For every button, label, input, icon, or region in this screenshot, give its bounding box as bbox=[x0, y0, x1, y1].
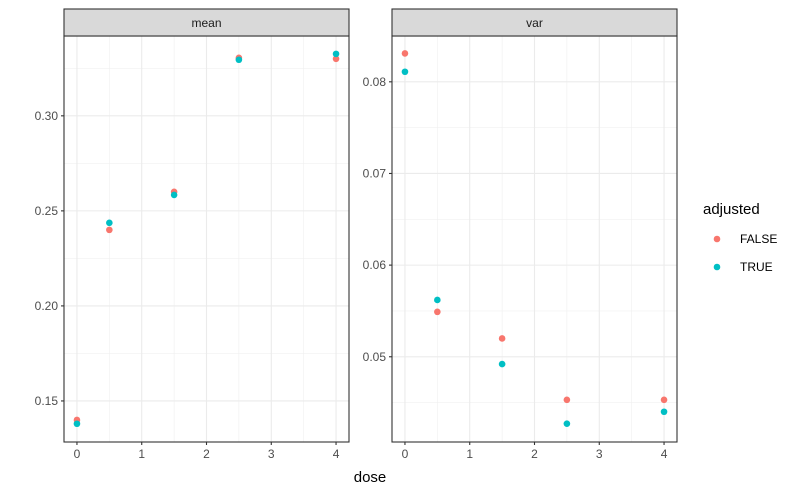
x-tick-label: 3 bbox=[268, 447, 275, 461]
data-point-true bbox=[106, 219, 113, 227]
x-tick-label: 4 bbox=[333, 447, 340, 461]
data-point-true bbox=[563, 420, 571, 427]
y-tick-label: 0.15 bbox=[35, 394, 59, 408]
data-point-true bbox=[660, 408, 668, 416]
x-tick-label: 0 bbox=[74, 447, 81, 461]
y-tick-label: 0.20 bbox=[35, 299, 59, 313]
legend-label-true: TRUE bbox=[740, 260, 773, 274]
data-point-false bbox=[434, 308, 441, 316]
x-tick-label: 2 bbox=[203, 447, 210, 461]
legend: adjusted FALSE TRUE bbox=[703, 201, 777, 274]
y-tick-label: 0.05 bbox=[363, 350, 387, 364]
legend-key-true bbox=[713, 263, 721, 271]
data-point-false bbox=[401, 50, 409, 57]
data-point-true bbox=[498, 360, 506, 368]
data-point-true bbox=[235, 56, 243, 64]
facet-strip-label: var bbox=[526, 16, 543, 30]
data-point-false bbox=[563, 396, 571, 404]
facet-panel-var: var 0.05 0.06 0.07 0.08 0 1 2 3 4 bbox=[363, 8, 678, 461]
facet-panel-mean: mean 0.15 0.20 0.25 0.30 0 1 2 3 4 bbox=[35, 8, 350, 461]
data-point-true bbox=[401, 68, 409, 76]
x-tick-label: 2 bbox=[531, 447, 538, 461]
data-point-true bbox=[170, 191, 178, 199]
data-point-true bbox=[434, 296, 441, 304]
legend-label-false: FALSE bbox=[740, 232, 777, 246]
x-tick-label: 4 bbox=[661, 447, 668, 461]
y-tick-label: 0.25 bbox=[35, 204, 59, 218]
data-point-true bbox=[73, 420, 81, 428]
facet-strip-label: mean bbox=[191, 16, 221, 30]
facet-strip bbox=[63, 8, 350, 37]
y-tick-label: 0.08 bbox=[363, 75, 387, 89]
data-point-true bbox=[332, 50, 340, 58]
x-axis-title: dose bbox=[354, 469, 387, 486]
data-point-false bbox=[498, 335, 506, 342]
data-point-false bbox=[332, 55, 340, 63]
data-point-false bbox=[660, 396, 668, 404]
facet-strip bbox=[391, 8, 678, 37]
y-tick-label: 0.30 bbox=[35, 109, 59, 123]
data-point-false bbox=[106, 226, 113, 234]
x-tick-label: 1 bbox=[466, 447, 473, 461]
legend-title: adjusted bbox=[703, 201, 760, 218]
x-tick-label: 0 bbox=[402, 447, 409, 461]
legend-key-false bbox=[713, 235, 721, 243]
x-tick-label: 1 bbox=[138, 447, 145, 461]
y-tick-label: 0.06 bbox=[363, 258, 387, 272]
y-tick-label: 0.07 bbox=[363, 166, 387, 180]
x-tick-label: 3 bbox=[596, 447, 603, 461]
